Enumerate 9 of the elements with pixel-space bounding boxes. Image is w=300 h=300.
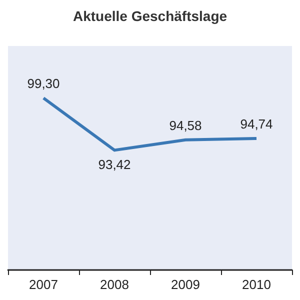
- x-tick-label: 2009: [171, 277, 200, 292]
- data-label: 94,74: [240, 116, 273, 132]
- data-label: 93,42: [98, 157, 131, 172]
- chart-title: Aktuelle Geschäftslage: [72, 8, 228, 24]
- x-tick-label: 2007: [29, 277, 58, 292]
- data-label: 94,58: [169, 118, 202, 133]
- x-tick-label: 2010: [242, 277, 271, 292]
- data-label: 99,30: [27, 76, 60, 92]
- x-tick-label: 2008: [100, 277, 129, 292]
